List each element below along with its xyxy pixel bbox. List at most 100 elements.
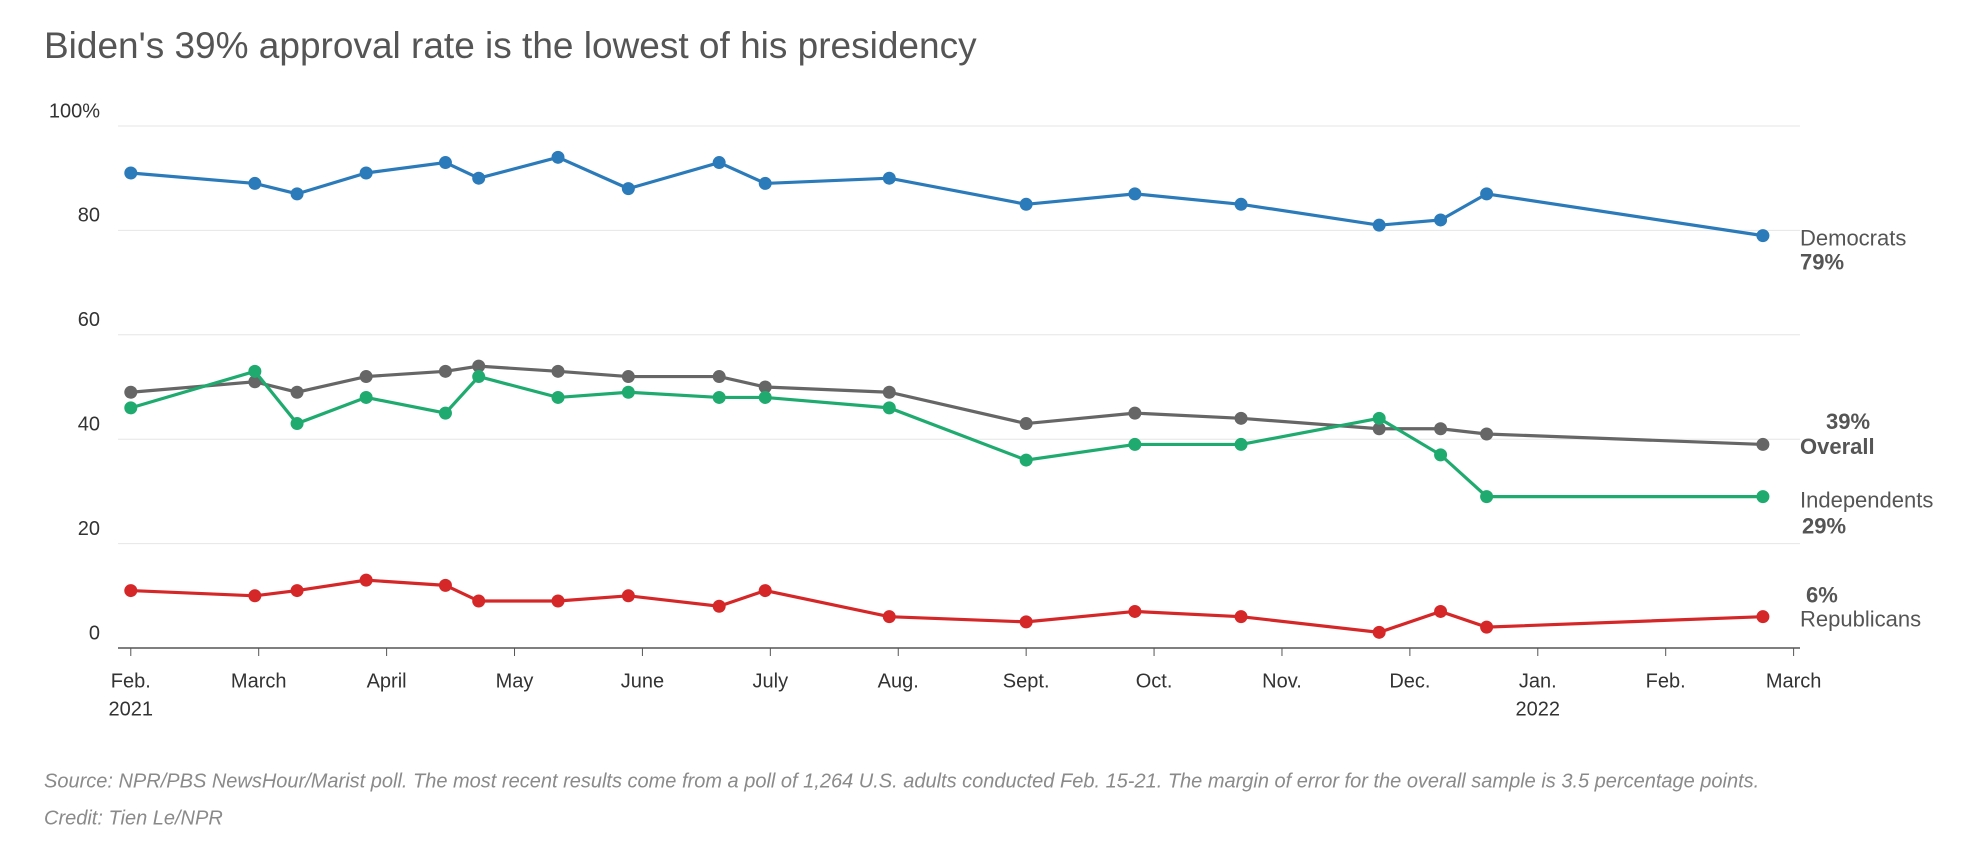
point bbox=[882, 610, 896, 624]
credit: Credit: Tien Le/NPR bbox=[44, 807, 223, 829]
point bbox=[290, 584, 304, 598]
point bbox=[621, 589, 635, 603]
point bbox=[712, 370, 726, 384]
point bbox=[1434, 422, 1448, 436]
point bbox=[248, 364, 262, 378]
point bbox=[248, 176, 262, 190]
point bbox=[1019, 197, 1033, 211]
point bbox=[438, 406, 452, 420]
point bbox=[1434, 604, 1448, 618]
point bbox=[882, 385, 896, 399]
year-label: 2022 bbox=[1516, 698, 1561, 720]
y-tick-label: 80 bbox=[78, 205, 100, 227]
series-line bbox=[130, 369, 1763, 499]
year-label: 2021 bbox=[109, 698, 154, 720]
point bbox=[712, 390, 726, 404]
point bbox=[1128, 406, 1142, 420]
point bbox=[248, 375, 262, 389]
point bbox=[1128, 604, 1142, 618]
value-label: 29% bbox=[1802, 513, 1846, 538]
point bbox=[1480, 187, 1494, 201]
point bbox=[1372, 422, 1386, 436]
point bbox=[472, 171, 486, 185]
point bbox=[472, 359, 486, 373]
point bbox=[1480, 427, 1494, 441]
point bbox=[1372, 218, 1386, 232]
point bbox=[1756, 229, 1770, 243]
point bbox=[1234, 610, 1248, 624]
point bbox=[124, 401, 138, 415]
point bbox=[758, 390, 772, 404]
point bbox=[248, 589, 262, 603]
point bbox=[438, 578, 452, 592]
point bbox=[1019, 417, 1033, 431]
point bbox=[1434, 448, 1448, 462]
point bbox=[1234, 411, 1248, 425]
point bbox=[621, 370, 635, 384]
series-line bbox=[130, 364, 1763, 447]
point bbox=[551, 594, 565, 608]
point bbox=[882, 401, 896, 415]
point bbox=[621, 385, 635, 399]
point bbox=[1756, 610, 1770, 624]
x-tick-label: May bbox=[496, 670, 534, 692]
point bbox=[124, 385, 138, 399]
point bbox=[359, 390, 373, 404]
point bbox=[621, 182, 635, 196]
point bbox=[551, 390, 565, 404]
point bbox=[359, 370, 373, 384]
x-tick-label: Oct. bbox=[1136, 670, 1173, 692]
point bbox=[551, 364, 565, 378]
y-tick-label: 0 bbox=[89, 622, 100, 644]
point bbox=[1756, 437, 1770, 451]
x-tick-label: Jan. bbox=[1519, 670, 1557, 692]
chart-title: Biden's 39% approval rate is the lowest … bbox=[44, 25, 977, 66]
x-tick-label: April bbox=[367, 670, 407, 692]
point bbox=[551, 150, 565, 164]
point bbox=[1756, 490, 1770, 504]
point bbox=[1480, 620, 1494, 634]
series-label: Republicans bbox=[1800, 606, 1921, 631]
point bbox=[290, 187, 304, 201]
x-tick-label: Nov. bbox=[1262, 670, 1302, 692]
y-tick-label: 20 bbox=[78, 518, 100, 540]
point bbox=[758, 380, 772, 394]
point bbox=[758, 584, 772, 598]
point bbox=[359, 166, 373, 180]
point bbox=[124, 166, 138, 180]
x-tick-label: June bbox=[621, 670, 664, 692]
y-tick-label: 100% bbox=[49, 100, 100, 122]
y-tick-label: 60 bbox=[78, 309, 100, 331]
point bbox=[1019, 453, 1033, 467]
point bbox=[1234, 197, 1248, 211]
point bbox=[472, 594, 486, 608]
point bbox=[758, 176, 772, 190]
x-tick-label: Sept. bbox=[1003, 670, 1050, 692]
point bbox=[359, 573, 373, 587]
point bbox=[1480, 490, 1494, 504]
value-label: 6% bbox=[1806, 582, 1838, 607]
point bbox=[712, 156, 726, 170]
series-line bbox=[130, 578, 1763, 634]
source: Source: NPR/PBS NewsHour/Marist poll. Th… bbox=[44, 770, 1759, 792]
point bbox=[438, 156, 452, 170]
x-tick-label: July bbox=[753, 670, 789, 692]
point bbox=[290, 385, 304, 399]
point bbox=[290, 417, 304, 431]
point bbox=[1372, 625, 1386, 639]
series-label: Overall bbox=[1800, 434, 1875, 459]
point bbox=[1128, 437, 1142, 451]
point bbox=[712, 599, 726, 613]
series-label: Independents bbox=[1800, 487, 1933, 512]
x-tick-label: Dec. bbox=[1389, 670, 1430, 692]
point bbox=[124, 584, 138, 598]
point bbox=[1019, 615, 1033, 629]
point bbox=[1128, 187, 1142, 201]
value-label: 79% bbox=[1800, 249, 1844, 274]
y-tick-label: 40 bbox=[78, 413, 100, 435]
point bbox=[438, 364, 452, 378]
x-tick-label: March bbox=[1766, 670, 1822, 692]
point bbox=[882, 171, 896, 185]
